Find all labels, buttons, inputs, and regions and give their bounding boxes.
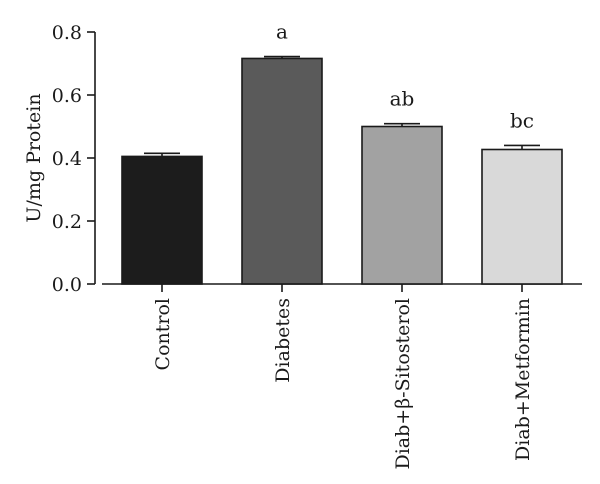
bars xyxy=(121,57,563,285)
category-labels: Control Diabetes Diab+β-Sitosterol Diab+Met… xyxy=(152,298,534,470)
y-tick-label: 0.4 xyxy=(52,148,82,170)
y-axis: 0.0 0.2 0.4 0.6 0.8 xyxy=(52,22,96,296)
y-ticks: 0.0 0.2 0.4 0.6 0.8 xyxy=(52,22,95,296)
y-axis-title: U/mg Protein xyxy=(23,93,45,222)
error-bars xyxy=(144,55,540,157)
y-tick-label: 0.2 xyxy=(52,211,82,233)
bar-4 xyxy=(481,148,563,285)
bar-1 xyxy=(121,155,203,285)
significance-label: ab xyxy=(390,87,415,111)
bar-2 xyxy=(241,57,323,285)
y-tick-label: 0.0 xyxy=(52,274,82,296)
x-ticks xyxy=(161,284,523,292)
significance-labels: a ab bc xyxy=(276,20,534,133)
category-label: Diab+Metformin xyxy=(512,298,534,461)
category-label: Diab+β-Sitosterol xyxy=(392,298,414,470)
category-label: Control xyxy=(152,298,174,370)
significance-label: a xyxy=(276,20,288,44)
significance-label: bc xyxy=(510,108,534,132)
y-tick-label: 0.8 xyxy=(52,22,82,44)
category-label: Diabetes xyxy=(272,298,294,383)
x-axis xyxy=(102,283,582,292)
y-tick-label: 0.6 xyxy=(52,85,82,107)
bar-3 xyxy=(361,125,443,285)
